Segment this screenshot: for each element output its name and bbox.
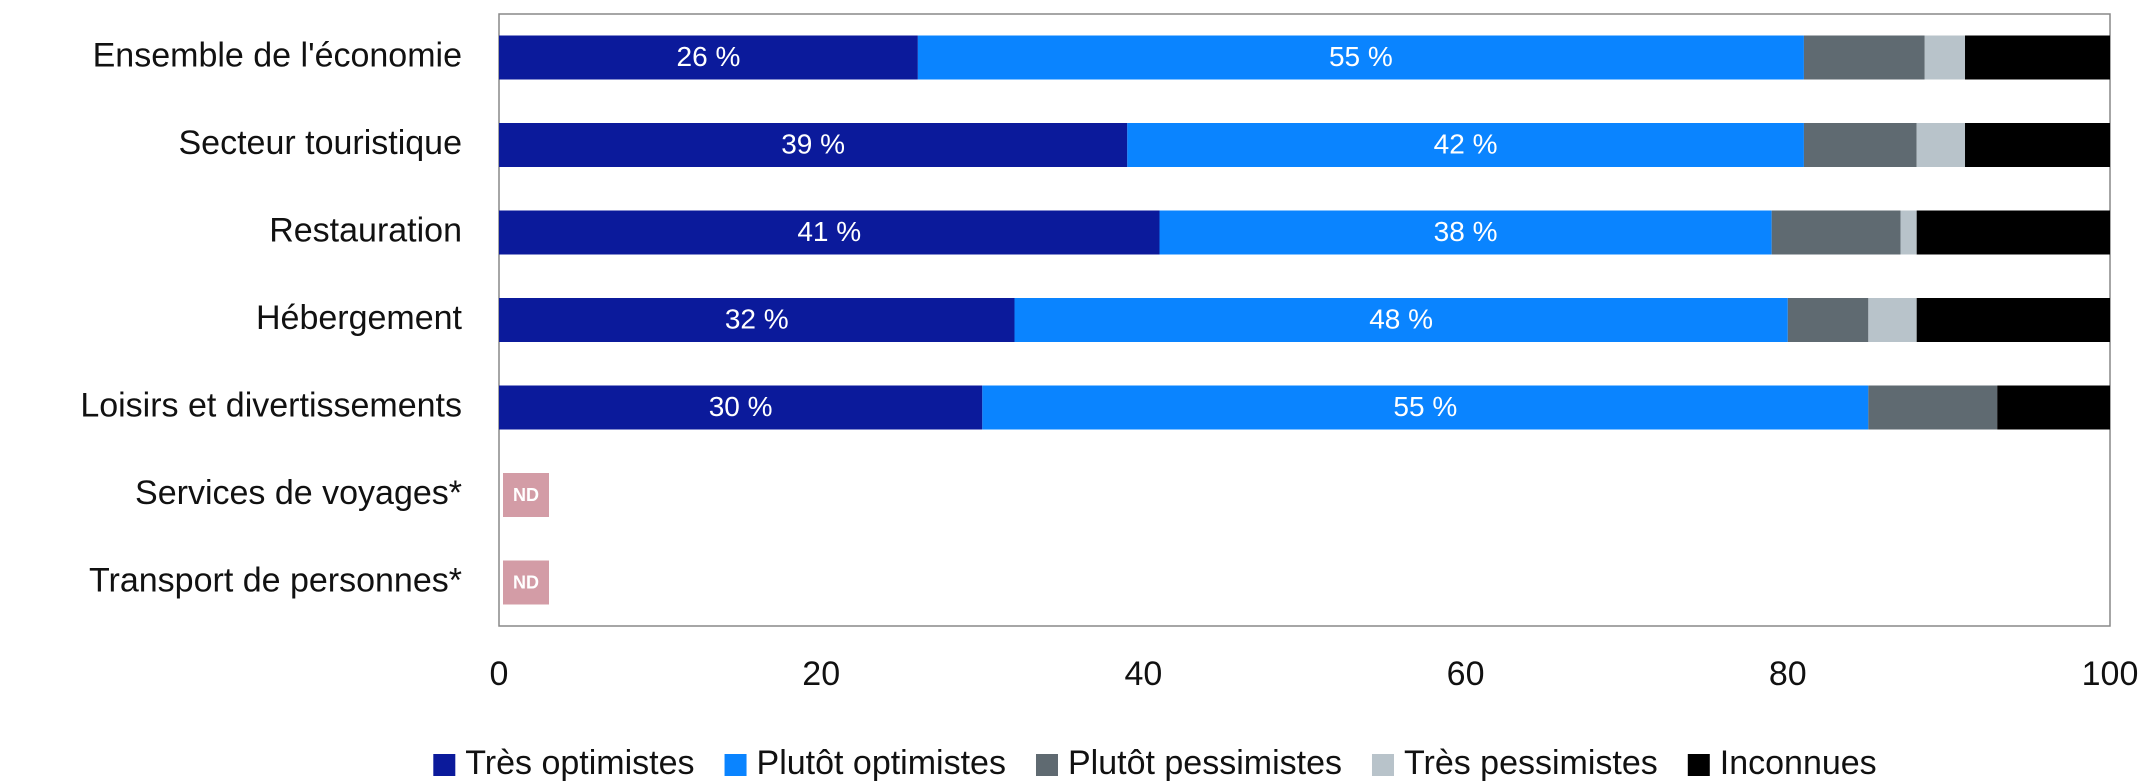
bar-segment bbox=[1803, 35, 1925, 80]
bar-segment bbox=[1916, 298, 2110, 342]
category-label: Loisirs et divertissements bbox=[80, 386, 462, 424]
missing-label: ND bbox=[513, 485, 539, 505]
legend-swatch bbox=[433, 754, 456, 776]
value-label: 39 % bbox=[781, 128, 845, 159]
bar-segment bbox=[499, 210, 1160, 255]
bar-segment bbox=[1868, 385, 1998, 430]
legend-swatch bbox=[1687, 754, 1710, 776]
legend-swatch bbox=[1371, 754, 1394, 776]
value-label: 48 % bbox=[1369, 303, 1433, 334]
missing-badge bbox=[503, 473, 549, 517]
bar-segment bbox=[499, 298, 1015, 342]
value-label: 55 % bbox=[1329, 41, 1393, 72]
bar-segment bbox=[1159, 210, 1772, 255]
legend-swatch bbox=[724, 754, 747, 776]
bar-segment bbox=[1965, 123, 2110, 167]
bar-segment bbox=[1916, 210, 2110, 255]
x-tick-label: 0 bbox=[490, 655, 509, 693]
bar-segment bbox=[1916, 123, 1966, 167]
category-label: Services de voyages* bbox=[135, 474, 462, 512]
value-label: 32 % bbox=[725, 303, 789, 334]
x-tick-label: 80 bbox=[1769, 655, 1807, 693]
bar-segment bbox=[1965, 35, 2110, 80]
bar-segment bbox=[499, 385, 983, 430]
bar-segment bbox=[499, 35, 918, 80]
bar-segment bbox=[1803, 123, 1917, 167]
x-tick-label: 100 bbox=[2082, 655, 2139, 693]
legend-swatch bbox=[1035, 754, 1058, 776]
x-tick-label: 20 bbox=[802, 655, 840, 693]
missing-label: ND bbox=[513, 572, 539, 592]
bar-segment bbox=[917, 35, 1804, 80]
bar-segment bbox=[1900, 210, 1917, 255]
x-tick-label: 40 bbox=[1124, 655, 1162, 693]
bar-segment bbox=[1014, 298, 1788, 342]
legend-label: Plutôt pessimistes bbox=[1068, 744, 1342, 782]
category-label: Restauration bbox=[269, 211, 462, 249]
bar-segment bbox=[499, 123, 1128, 167]
bar-segment bbox=[1997, 385, 2110, 430]
legend-label: Très pessimistes bbox=[1404, 744, 1658, 782]
category-label: Ensemble de l'économie bbox=[93, 36, 462, 74]
bar-segment bbox=[982, 385, 1869, 430]
missing-badge bbox=[503, 560, 549, 605]
value-label: 55 % bbox=[1393, 391, 1457, 422]
category-label: Hébergement bbox=[256, 299, 463, 337]
value-label: 30 % bbox=[709, 391, 773, 422]
bar-segment bbox=[1127, 123, 1804, 167]
bar-segment bbox=[1924, 35, 1966, 80]
value-label: 38 % bbox=[1434, 216, 1498, 247]
category-label: Secteur touristique bbox=[179, 124, 463, 162]
value-label: 26 % bbox=[677, 41, 741, 72]
bar-segment bbox=[1771, 210, 1901, 255]
value-label: 41 % bbox=[797, 216, 861, 247]
category-label: Transport de personnes* bbox=[89, 561, 462, 599]
legend-label: Plutôt optimistes bbox=[757, 744, 1006, 782]
bar-segment bbox=[1868, 298, 1917, 342]
value-label: 42 % bbox=[1434, 128, 1498, 159]
bar-segment bbox=[1787, 298, 1869, 342]
legend-label: Inconnues bbox=[1720, 744, 1877, 782]
x-tick-label: 60 bbox=[1447, 655, 1485, 693]
legend-label: Très optimistes bbox=[465, 744, 694, 782]
